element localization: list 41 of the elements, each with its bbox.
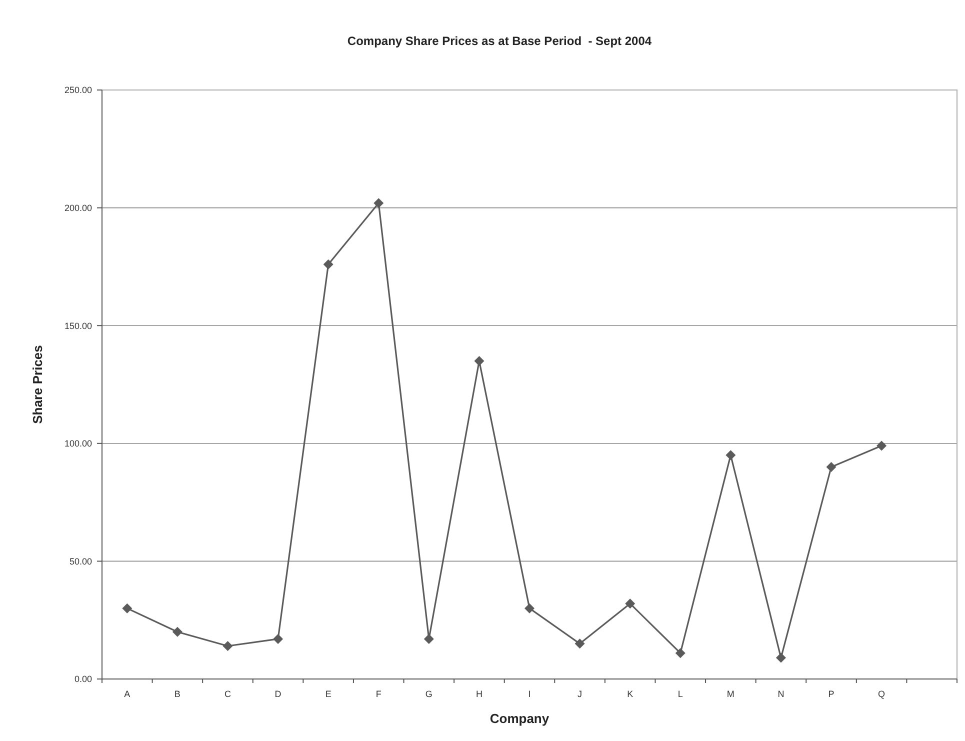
point bbox=[374, 198, 384, 208]
x-tick-label: I bbox=[528, 689, 531, 699]
y-tick-label: 200.00 bbox=[64, 202, 92, 213]
y-tick-label: 100.00 bbox=[64, 438, 92, 449]
x-tick-label: L bbox=[678, 689, 683, 699]
x-tick-label: A bbox=[124, 689, 130, 699]
x-tick-label: N bbox=[778, 689, 784, 699]
point bbox=[726, 450, 736, 460]
x-axis-title: Company bbox=[490, 711, 550, 726]
point bbox=[424, 634, 434, 644]
chart-title: Company Share Prices as at Base Period - Sept 2004 bbox=[347, 34, 652, 48]
x-tick-label: J bbox=[578, 689, 582, 699]
x-tick-label: M bbox=[726, 689, 734, 699]
x-tick-label: E bbox=[325, 689, 332, 699]
point bbox=[876, 440, 887, 451]
point bbox=[122, 603, 132, 614]
point bbox=[222, 641, 233, 652]
x-tick-label: C bbox=[224, 689, 232, 699]
point bbox=[273, 634, 284, 644]
point bbox=[323, 259, 334, 270]
point bbox=[172, 626, 182, 637]
x-tick-label: G bbox=[425, 689, 432, 699]
point bbox=[524, 603, 534, 614]
y-axis-title: Share Prices bbox=[30, 345, 45, 424]
point bbox=[474, 356, 484, 366]
point bbox=[574, 638, 585, 649]
x-tick-label: K bbox=[627, 689, 634, 699]
y-tick-label: 150.00 bbox=[64, 320, 92, 331]
point bbox=[826, 462, 836, 472]
x-tick-label: P bbox=[828, 689, 834, 699]
x-tick-label: Q bbox=[878, 689, 886, 699]
point bbox=[675, 648, 686, 658]
point bbox=[625, 598, 636, 609]
x-tick-label: F bbox=[376, 689, 382, 699]
y-tick-label: 50.00 bbox=[69, 556, 92, 566]
x-tick-label: B bbox=[174, 689, 180, 699]
x-tick-label: H bbox=[476, 689, 482, 699]
point bbox=[776, 652, 786, 663]
x-tick-label: D bbox=[274, 689, 282, 699]
y-tick-label: 250.00 bbox=[64, 85, 92, 96]
y-tick-label: 0.00 bbox=[74, 674, 92, 684]
